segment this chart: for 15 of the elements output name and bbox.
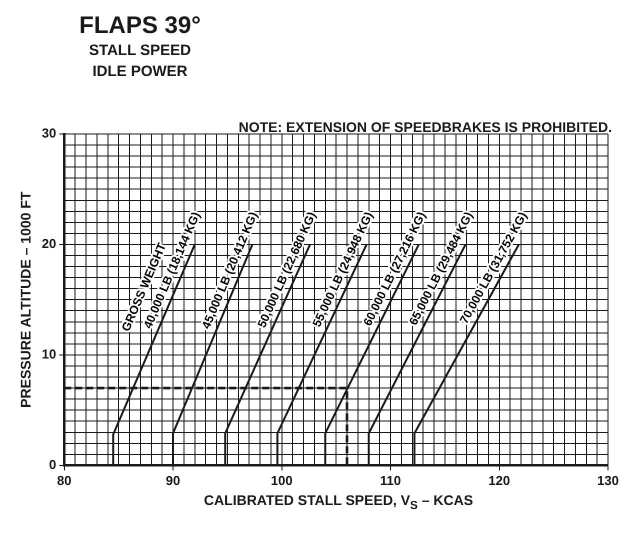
x-axis-title: CALIBRATED STALL SPEED, V$_{S}$ – KCAS	[202, 492, 474, 512]
x-tick-label: 90	[166, 472, 180, 488]
chart-title: FLAPS 39°	[79, 12, 201, 39]
x-tick-label: 110	[380, 472, 401, 488]
x-tick-label: 120	[488, 472, 510, 488]
chart-subtitle: STALL SPEED IDLE POWER	[88, 41, 192, 82]
y-axis-title: PRESSURE ALTITUDE – 1000 FT	[17, 191, 34, 408]
y-tick-label: 30	[42, 126, 56, 141]
x-tick-label: 80	[57, 472, 72, 488]
annotation: NOTE: EXTENSION OF SPEEDBRAKES IS PROHIBITED.	[238, 119, 612, 135]
x-tick-label: 100	[270, 472, 293, 488]
x-tick-label: 130	[597, 472, 619, 488]
y-tick-label: 20	[42, 236, 56, 252]
y-tick-label: 0	[49, 456, 56, 472]
y-tick-label: 10	[42, 346, 56, 362]
